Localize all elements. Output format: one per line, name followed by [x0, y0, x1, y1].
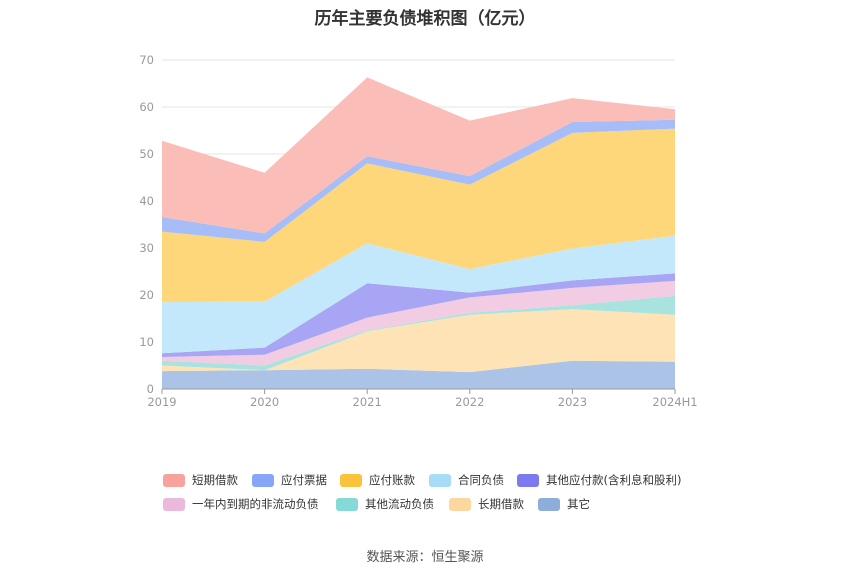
legend-swatch [252, 473, 274, 487]
legend-label: 一年内到期的非流动负债 [192, 497, 319, 511]
legend-swatch [538, 497, 560, 511]
y-tick-label: 60 [139, 100, 154, 114]
x-tick-label: 2020 [250, 395, 279, 409]
x-tick-label: 2021 [353, 395, 382, 409]
legend-item[interactable]: 长期借款 [449, 496, 524, 512]
chart-title: 历年主要负债堆积图（亿元） [314, 9, 536, 29]
legend-item[interactable]: 短期借款 [163, 472, 238, 488]
legend-item[interactable]: 应付账款 [340, 472, 415, 488]
x-tick-label: 2022 [455, 395, 484, 409]
legend-label: 合同负债 [458, 473, 504, 487]
legend-item[interactable]: 其他应付款(含利息和股利) [517, 472, 681, 488]
legend-item[interactable]: 合同负债 [429, 472, 504, 488]
legend-swatch [517, 473, 539, 487]
legend-label: 应付账款 [369, 473, 415, 487]
x-tick-label: 2024H1 [652, 395, 697, 409]
legend-label: 长期借款 [478, 497, 524, 511]
area-series-3 [162, 280, 675, 366]
y-tick-label: 40 [139, 194, 154, 208]
legend-item[interactable]: 一年内到期的非流动负债 [163, 496, 319, 512]
area-series-5 [162, 235, 675, 354]
y-tick-label: 0 [147, 382, 154, 396]
area-series-6 [162, 128, 675, 303]
y-tick-label: 70 [139, 53, 154, 67]
area-series-1 [162, 309, 675, 373]
legend-swatch [163, 473, 185, 487]
y-tick-label: 20 [139, 288, 154, 302]
legend-label: 其他流动负债 [365, 497, 434, 511]
area-series-0 [162, 360, 675, 389]
legend-label: 应付票据 [281, 473, 327, 487]
data-source-note: 数据来源：恒生聚源 [366, 550, 484, 565]
legend-label: 其它 [567, 497, 590, 511]
area-series-8 [162, 77, 675, 234]
x-tick-label: 2023 [558, 395, 587, 409]
legend-item[interactable]: 其它 [538, 496, 590, 512]
x-tick-label: 2019 [147, 395, 176, 409]
legend-label: 其他应付款(含利息和股利) [546, 473, 682, 487]
y-tick-label: 30 [139, 241, 154, 255]
legend-swatch [429, 473, 451, 487]
legend-swatch [340, 473, 362, 487]
legend-swatch [449, 497, 471, 511]
legend-label: 短期借款 [192, 473, 238, 487]
legend-swatch [336, 497, 358, 511]
area-series-4 [162, 273, 675, 357]
legend-item[interactable]: 应付票据 [252, 472, 327, 488]
y-tick-label: 10 [139, 335, 154, 349]
area-series-7 [162, 119, 675, 242]
y-tick-label: 50 [139, 147, 154, 161]
legend-swatch [163, 497, 185, 511]
area-series-2 [162, 295, 675, 371]
legend-item[interactable]: 其他流动负债 [336, 496, 434, 512]
